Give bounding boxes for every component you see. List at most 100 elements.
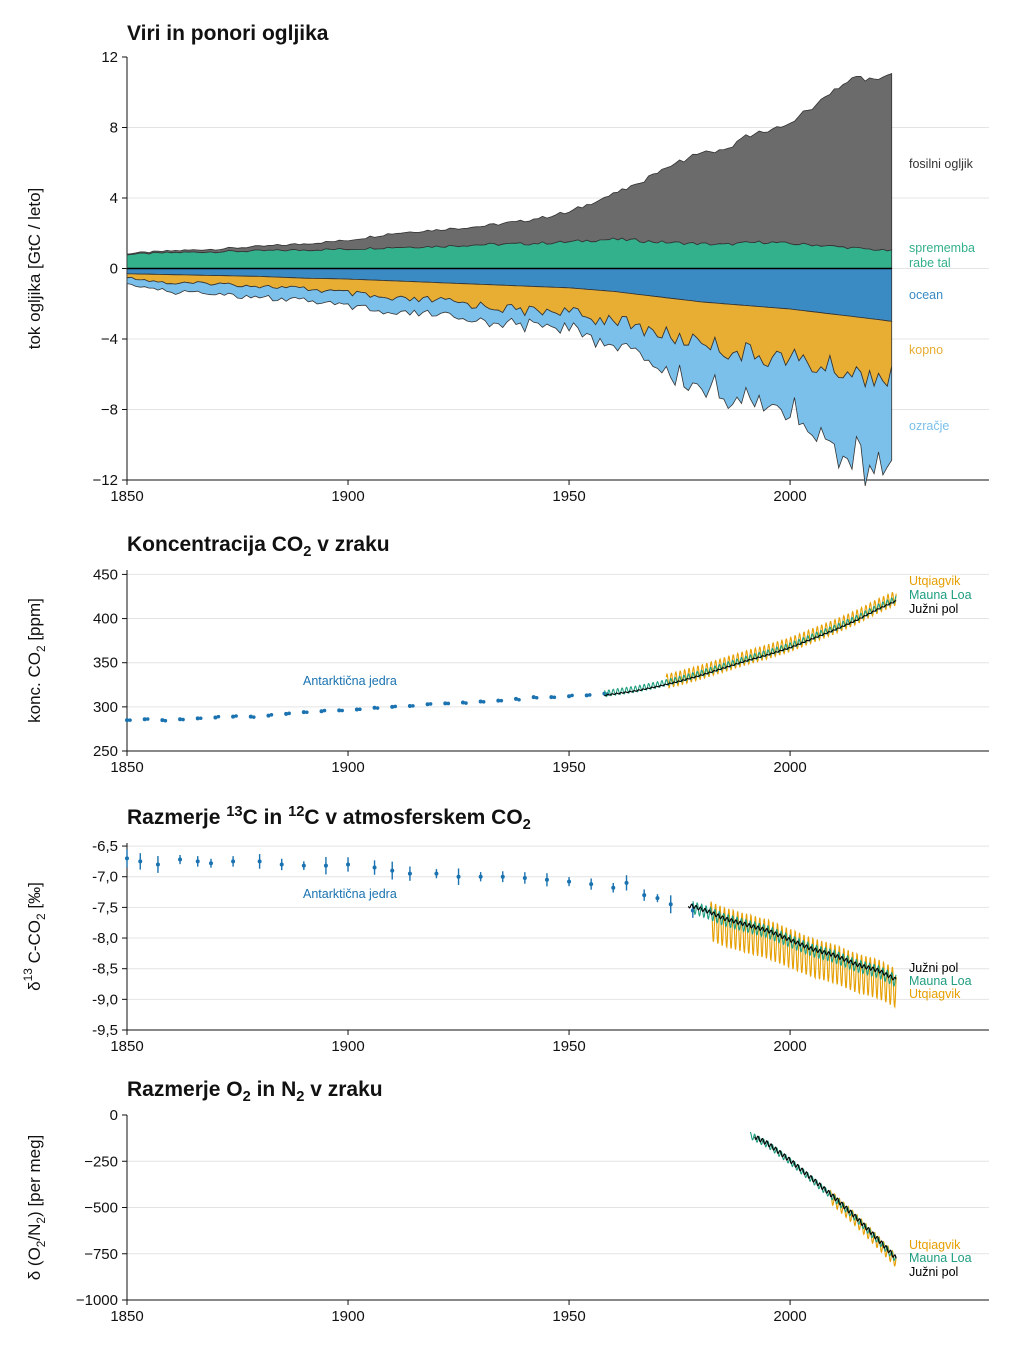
y-axis-label-part: 2 — [34, 913, 48, 920]
ice-core-point — [460, 700, 465, 705]
ice-core-point — [138, 859, 143, 864]
x-tick-label: 1950 — [552, 759, 585, 776]
ice-core-point — [155, 862, 160, 867]
chart-title: Koncentracija CO2 v zraku — [127, 533, 390, 560]
area-atmosphere — [126, 276, 893, 486]
ice-core-point — [181, 717, 185, 722]
chart-title-part: 12 — [288, 804, 304, 820]
label-land-use-2: rabe tal — [909, 256, 951, 270]
ice-core-point — [428, 702, 433, 706]
y-tick-label: 0 — [110, 1107, 118, 1124]
ice-core-point — [531, 695, 536, 700]
annotation-ice-cores: Antarktična jedra — [303, 674, 397, 688]
line-utqiagvik — [665, 591, 897, 690]
station-label: Utqiagvik — [909, 574, 961, 588]
ice-core-point — [584, 693, 589, 698]
chart-title: Viri in ponori ogljika — [127, 22, 329, 45]
y-tick-label: 4 — [110, 190, 118, 207]
chart-title-part: 2 — [523, 817, 531, 833]
ice-core-point — [655, 896, 660, 901]
chart-title-part: C in — [243, 806, 289, 829]
ice-core-point — [301, 863, 306, 868]
x-tick-label: 1850 — [110, 1038, 143, 1055]
ice-core-point — [323, 863, 328, 868]
ice-core-point — [522, 875, 527, 880]
line-mauna-loa — [604, 595, 897, 698]
ice-core-point — [195, 716, 200, 721]
station-label: Mauna Loa — [909, 974, 972, 988]
ice-core-point — [195, 859, 200, 864]
y-axis-label-part: [‰] — [25, 882, 44, 913]
ice-core-point — [257, 859, 262, 864]
ice-core-point — [337, 708, 342, 713]
ice-core-point — [390, 704, 395, 709]
ice-core-point — [125, 856, 129, 861]
ice-core-point — [544, 877, 549, 882]
ice-core-point — [517, 697, 521, 702]
x-tick-label: 1850 — [110, 488, 143, 505]
panel-d13c: Razmerje 13C in 12C v atmosferskem CO2δ1… — [21, 804, 989, 1055]
y-tick-label: 12 — [101, 49, 118, 66]
x-tick-label: 1950 — [552, 1308, 585, 1325]
ice-core-point — [567, 879, 572, 884]
label-ocean: ocean — [909, 288, 943, 302]
chart-title-part: 2 — [243, 1089, 251, 1105]
x-tick-label: 1900 — [331, 488, 364, 505]
ice-core-point — [269, 713, 274, 717]
ice-core-point — [500, 874, 505, 879]
ice-core-point — [443, 701, 448, 706]
ice-core-point — [372, 705, 377, 710]
ice-core-point — [464, 701, 468, 705]
ice-core-point — [178, 857, 183, 862]
ice-core-point — [372, 865, 377, 870]
ice-core-point — [216, 714, 221, 719]
y-tick-label: −250 — [84, 1153, 118, 1170]
ice-core-point — [390, 868, 395, 873]
y-axis-label-part: /N — [25, 1224, 44, 1241]
ice-core-point — [358, 707, 362, 712]
y-tick-label: 350 — [93, 655, 118, 672]
y-tick-label: 250 — [93, 743, 118, 760]
ice-core-point — [478, 874, 483, 879]
ice-core-point — [434, 871, 439, 876]
line-utqiagvik — [709, 901, 897, 1009]
ice-core-point — [456, 874, 461, 879]
ice-core-point — [198, 716, 203, 721]
ice-core-point — [231, 859, 236, 864]
y-tick-label: −750 — [84, 1246, 118, 1263]
y-axis-label: δ13 C-CO2 [‰] — [21, 882, 48, 991]
line-south-pole — [604, 600, 897, 697]
ice-core-point — [284, 711, 289, 716]
x-tick-label: 2000 — [773, 1308, 806, 1325]
annotation-ice-cores: Antarktična jedra — [303, 887, 397, 901]
line-mauna-loa — [692, 900, 897, 988]
chart-title-part: Razmerje O — [127, 1078, 243, 1101]
y-tick-label: 400 — [93, 611, 118, 628]
chart-title-part: 13 — [226, 804, 242, 820]
y-axis-label-part: δ (O — [25, 1247, 44, 1280]
y-tick-label: 0 — [110, 261, 118, 278]
x-tick-label: 2000 — [773, 1038, 806, 1055]
ice-core-point — [287, 711, 291, 716]
ice-core-point — [266, 713, 271, 718]
ice-core-point — [407, 871, 412, 876]
ice-core-point — [567, 694, 572, 699]
y-tick-label: −500 — [84, 1200, 118, 1217]
y-axis-label-part: δ — [25, 981, 44, 990]
y-axis-label-part: konc. CO — [25, 652, 44, 723]
panel-carbon-flux: Viri in ponori ogljika tok ogljika [GtC /… — [25, 22, 989, 505]
ice-core-point — [611, 885, 616, 890]
x-tick-label: 1900 — [331, 1038, 364, 1055]
label-atmosphere: ozračje — [909, 419, 949, 433]
ice-core-point — [145, 717, 150, 721]
ice-core-point — [446, 701, 451, 706]
label-fossil: fosilni ogljik — [909, 157, 974, 171]
x-tick-label: 2000 — [773, 759, 806, 776]
ice-core-point — [279, 862, 284, 867]
ice-core-point — [514, 696, 519, 701]
chart-title: Razmerje O2 in N2 v zraku — [127, 1078, 383, 1105]
ice-core-point — [552, 695, 557, 700]
ice-core-point — [142, 717, 147, 722]
